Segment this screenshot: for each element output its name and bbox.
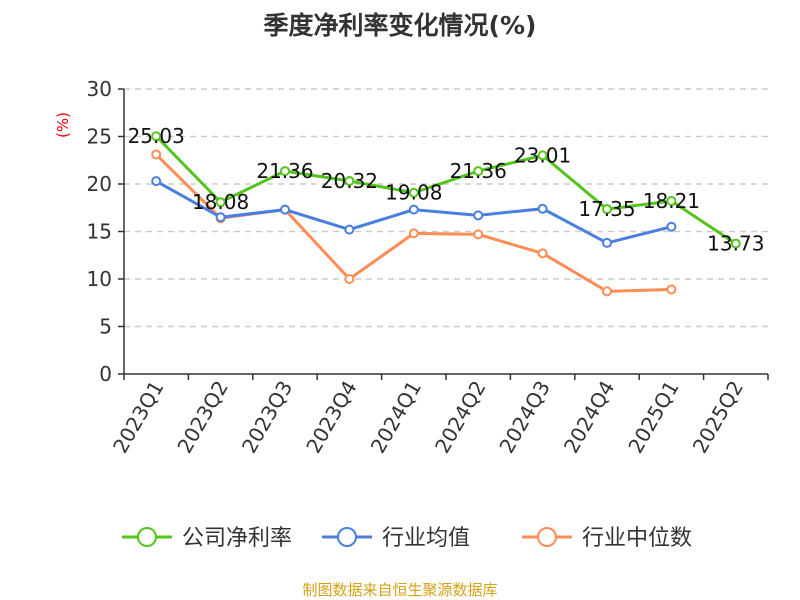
data-point (473, 229, 484, 240)
data-point (344, 274, 355, 284)
data-label: 19.08 (385, 181, 442, 205)
data-point (215, 212, 226, 223)
data-point (602, 286, 612, 297)
data-point (666, 221, 677, 232)
x-tick-label: 2023Q3 (237, 377, 297, 458)
data-label: 13.73 (707, 232, 764, 256)
x-tick-label: 2023Q1 (108, 377, 168, 458)
data-point (602, 204, 612, 215)
data-point (408, 228, 419, 239)
y-tick-label: 0 (99, 362, 112, 386)
data-point (408, 204, 419, 215)
data-point (602, 237, 612, 248)
chart-title: 季度净利率变化情况(%) (264, 11, 537, 40)
legend-marker (537, 527, 557, 547)
data-point (537, 248, 548, 259)
data-point (473, 166, 484, 177)
data-point (280, 204, 290, 215)
data-point (537, 203, 548, 214)
legend-marker (337, 527, 357, 547)
legend-label: 行业均值 (382, 526, 470, 551)
data-point (730, 238, 741, 249)
x-tick-label: 2024Q4 (559, 377, 619, 458)
source-note: 制图数据来自恒生聚源数据库 (302, 581, 497, 599)
legend-marker (137, 527, 157, 547)
y-tick-label: 5 (99, 315, 112, 339)
legend-label: 公司净利率 (182, 526, 292, 551)
data-point (473, 210, 484, 221)
data-label: 23.01 (514, 143, 571, 167)
x-tick-label: 2024Q3 (494, 377, 554, 458)
data-label: 21.36 (256, 159, 313, 183)
data-label: 18.21 (643, 189, 700, 213)
y-tick-label: 25 (87, 125, 112, 149)
data-label: 17.35 (578, 197, 635, 221)
data-point (344, 175, 355, 186)
data-point (280, 166, 290, 177)
x-tick-label: 2023Q2 (172, 377, 232, 458)
series-line (155, 153, 672, 293)
y-tick-label: 20 (87, 172, 112, 196)
data-point (151, 176, 162, 187)
data-label: 21.36 (450, 159, 507, 183)
legend-label: 行业中位数 (582, 526, 692, 551)
data-point (151, 149, 162, 160)
data-point (537, 150, 548, 161)
data-point (344, 224, 355, 235)
y-tick-label: 30 (87, 77, 112, 101)
x-tick-label: 2023Q4 (301, 377, 361, 458)
data-label: 20.32 (321, 169, 378, 193)
x-tick-label: 2024Q1 (366, 377, 426, 458)
x-tick-label: 2025Q1 (623, 377, 683, 458)
data-point (666, 196, 677, 207)
y-axis-label: (%) (54, 112, 72, 138)
data-label: 18.08 (192, 190, 249, 214)
data-label: 25.03 (128, 124, 185, 148)
data-point (408, 187, 419, 198)
y-tick-label: 15 (87, 220, 112, 244)
x-tick-label: 2024Q2 (430, 377, 490, 458)
series-line (155, 135, 737, 245)
x-tick-label: 2025Q2 (688, 377, 748, 458)
y-tick-label: 10 (87, 267, 112, 291)
data-point (666, 284, 677, 295)
data-point (151, 131, 162, 142)
data-point (215, 197, 226, 208)
